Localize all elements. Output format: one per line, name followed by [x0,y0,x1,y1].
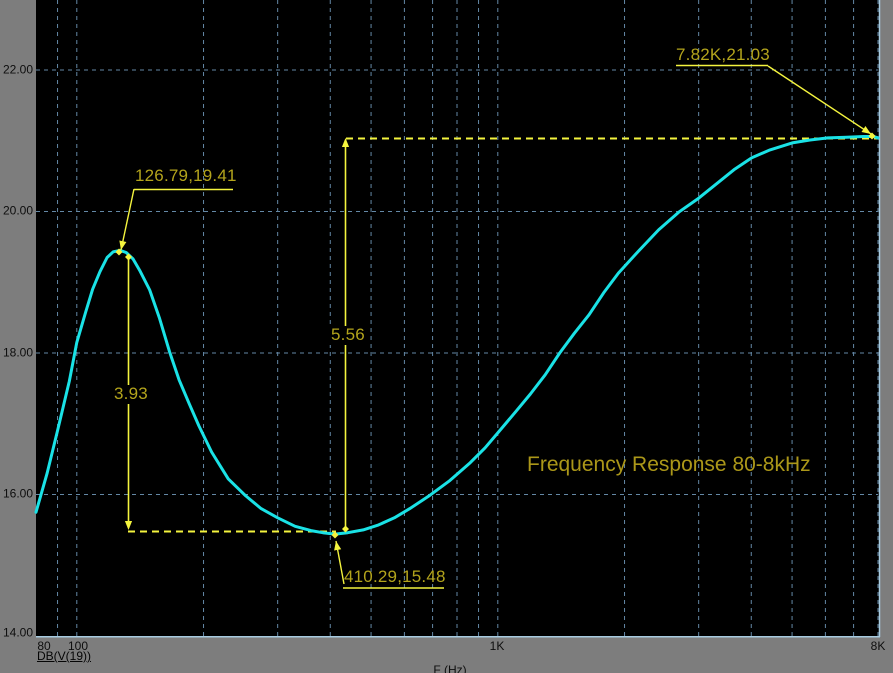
y-tick-20: 20.00 [2,203,33,218]
trace-label[interactable]: DB(V(19)) [37,649,92,663]
annotation-leader-line [767,65,872,135]
x-tick-80: 80 [37,639,51,653]
curve-point-marker[interactable] [115,248,123,256]
annotation-plateau[interactable]: 7.82K,21.03 [676,45,770,64]
arrowhead [334,541,342,551]
x-axis-label: F (Hz) [433,663,467,673]
y-tick-22: 22.00 [2,62,33,77]
x-tick-100: 100 [67,639,89,653]
measurement-label-556[interactable]: 5.56 [327,325,369,345]
y-tick-18: 18.00 [2,345,33,360]
chart-title: Frequency Response 80-8kHz [527,453,811,476]
arrowhead [861,126,871,134]
y-tick-14: 14.00 [2,625,33,640]
annotation-leader-line [120,188,135,251]
annotation-peak[interactable]: 126.79,19.41 [135,166,237,185]
arrowhead [124,521,133,530]
measurement-label-393[interactable]: 3.93 [110,384,152,404]
curve-point-marker[interactable] [331,531,339,539]
x-tick-8k: 8K [870,639,886,653]
arrowhead [341,138,350,147]
annotation-dip[interactable]: 410.29,15.48 [344,567,446,586]
y-tick-16: 16.00 [2,486,33,501]
curve-point-marker[interactable] [125,253,132,261]
plot-area[interactable] [36,0,880,636]
x-tick-1k: 1K [489,639,505,653]
curve-point-marker[interactable] [342,525,349,533]
curve-point-marker[interactable] [868,132,876,140]
arrowhead [119,240,127,250]
